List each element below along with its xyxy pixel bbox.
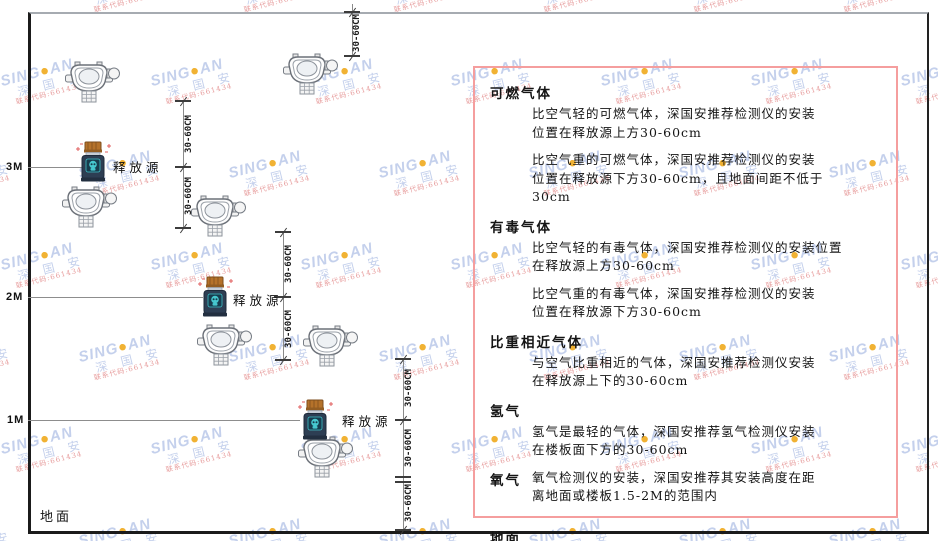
level-label-2m: 2M xyxy=(6,291,24,303)
dimension-label: 30-60CM xyxy=(184,115,194,153)
gas-detector-icon xyxy=(196,323,252,367)
section-paragraph: 比空气轻的可燃气体，深国安推荐检测仪的安装 位置在释放源上方30-60cm xyxy=(532,106,816,140)
dimension-label: 30-60CM xyxy=(284,310,294,348)
installation-guideline-panel: 可燃气体 比空气轻的可燃气体，深国安推荐检测仪的安装 位置在释放源上方30-60… xyxy=(473,66,898,541)
ground-label: 地面 xyxy=(40,510,73,525)
release-source-label: 释放源 xyxy=(233,293,283,308)
release-source-icon xyxy=(74,141,112,183)
release-source-icon xyxy=(296,399,334,441)
dimension-line-1m xyxy=(403,359,404,531)
gas-detector-icon xyxy=(282,52,338,96)
gas-detector-icon xyxy=(297,435,353,479)
dimension-label: 30-60CM xyxy=(404,484,414,522)
dimension-label: 30-60CM xyxy=(284,245,294,283)
section-paragraph: 比空气重的可燃气体，深国安推荐检测仪的安装 位置在释放源下方30-60cm，且地… xyxy=(532,152,824,204)
dimension-label: 30-60CM xyxy=(404,369,414,407)
section-paragraph: 与空气比重相近的气体，深国安推荐检测仪安装 在释放源上下的30-60cm xyxy=(532,354,816,389)
gas-detector-icon xyxy=(64,60,120,104)
release-source-icon xyxy=(196,276,234,318)
section-paragraph: 比空气轻的有毒气体，深国安推荐检测仪的安装位置 在释放源上方30-60cm xyxy=(532,239,843,274)
level-line-1m xyxy=(28,420,300,421)
dimension-tick xyxy=(395,481,411,483)
section-paragraph: 比空气重的有毒气体，深国安推荐检测仪的安装 位置在释放源下方30-60cm xyxy=(532,285,816,320)
level-label-1m: 1M xyxy=(7,414,25,426)
section-heading-hydrogen: 氢气 xyxy=(490,403,521,420)
section-oxygen-row: 氧气 氧气检测仪的安装，深国安推荐其安装高度在距 离地面或楼板1.5-2M的范围… xyxy=(490,469,882,515)
section-heading-combustible-gas: 可燃气体 xyxy=(490,86,552,102)
section-heading-oxygen: 氧气 xyxy=(490,472,521,489)
room-frame xyxy=(28,12,929,534)
level-label-3m: 3M xyxy=(6,161,24,173)
section-paragraph: 氧气检测仪的安装，深国安推荐其安装高度在距 离地面或楼板1.5-2M的范围内 xyxy=(532,469,816,504)
section-heading-ground: 地面 xyxy=(490,530,521,541)
dimension-label: 30-60CM xyxy=(352,14,362,52)
level-line-2m xyxy=(28,297,203,298)
release-source-label: 释放源 xyxy=(113,160,163,175)
dimension-line-ceiling xyxy=(352,4,353,56)
dimension-label: 30-60CM xyxy=(404,429,414,467)
section-paragraph: 氢气是最轻的气体，深国安推荐氢气检测仪安装 在楼板面下方的30-60cm xyxy=(532,423,816,458)
dimension-tick xyxy=(395,476,411,478)
gas-detector-icon xyxy=(61,185,117,229)
level-line-3m xyxy=(28,167,84,168)
section-heading-toxic-gas: 有毒气体 xyxy=(490,219,552,236)
release-source-label: 释放源 xyxy=(342,414,392,429)
section-heading-similar-density-gas: 比重相近气体 xyxy=(490,334,583,351)
gas-detector-icon xyxy=(302,324,358,368)
gas-detector-icon xyxy=(190,194,246,238)
